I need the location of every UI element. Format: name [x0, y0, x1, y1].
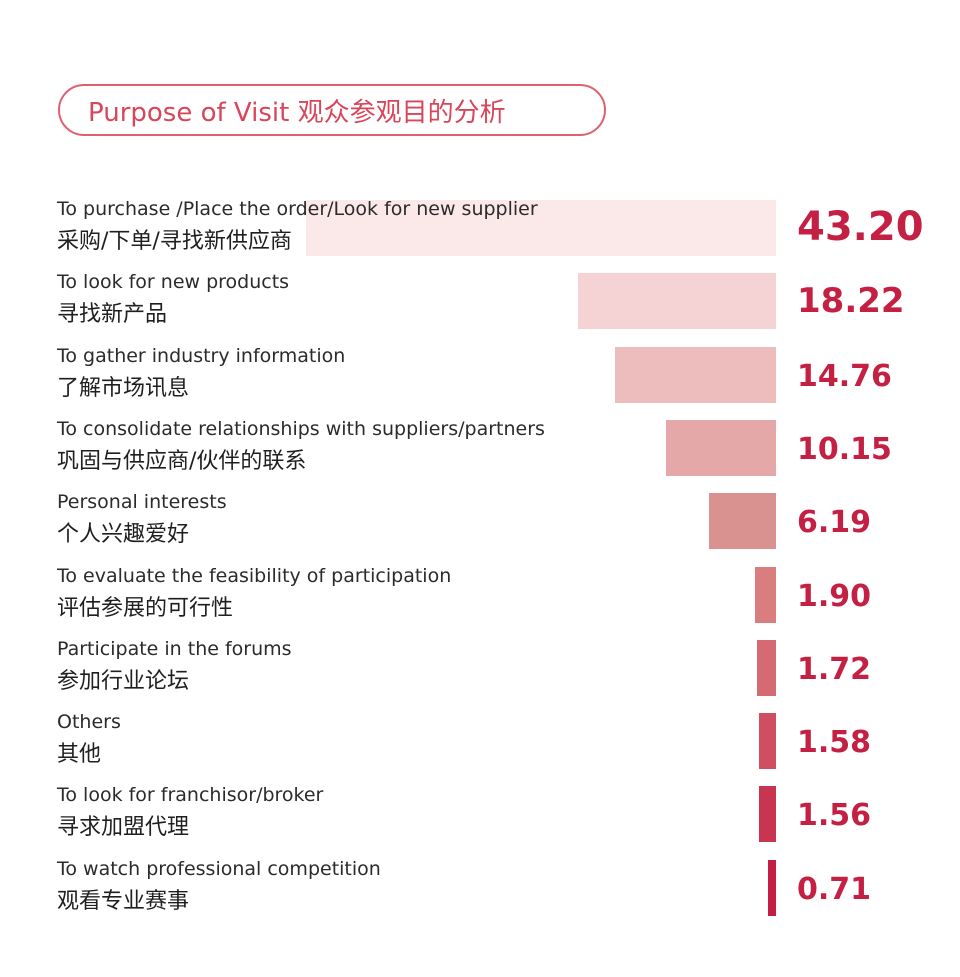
category-label-zh: 参加行业论坛: [57, 668, 190, 694]
category-label-zh: 采购/下单/寻找新供应商: [57, 229, 292, 254]
data-label: 1.58: [797, 725, 872, 761]
category-label-en: To evaluate the feasibility of participa…: [57, 564, 452, 587]
bar-row: To evaluate the feasibility of participa…: [0, 564, 960, 625]
bar: [757, 639, 776, 696]
category-label-en: To look for franchisor/broker: [57, 784, 324, 807]
data-label: 1.90: [797, 578, 872, 614]
category-label-en: Participate in the forums: [57, 637, 292, 660]
category-label-en: To consolidate relationships with suppli…: [57, 417, 545, 440]
bar: [759, 786, 776, 843]
bar: [665, 419, 776, 476]
data-label: 1.72: [797, 651, 872, 687]
bar: [708, 493, 776, 550]
bar-row: To look for franchisor/broker 寻求加盟代理 1.56: [0, 784, 960, 844]
chart-title: Purpose of Visit 观众参观目的分析: [88, 97, 506, 128]
category-label-zh: 寻找新产品: [57, 302, 168, 328]
category-label-zh: 个人兴趣爱好: [57, 522, 190, 548]
category-label-en: To look for new products: [57, 271, 290, 294]
bar-row: To look for new products 寻找新产品 18.22: [0, 271, 960, 331]
category-label-en: To gather industry information: [57, 344, 346, 367]
bar-row: Personal interests 个人兴趣爱好 6.19: [0, 491, 960, 551]
category-label-en: Others: [57, 711, 121, 734]
data-label: 14.76: [797, 358, 892, 394]
category-label-zh: 其他: [57, 742, 102, 768]
bar: [615, 346, 776, 403]
category-label-zh: 观看专业赛事: [57, 888, 190, 914]
category-label-zh: 评估参展的可行性: [57, 595, 234, 621]
bar-row: To gather industry information 了解市场讯息 14.7…: [0, 344, 960, 405]
data-label: 10.15: [797, 431, 892, 467]
bar-row: Participate in the forums 参加行业论坛 1.72: [0, 637, 960, 698]
bar-row: To consolidate relationships with suppli…: [0, 417, 960, 478]
bar-row: To purchase /Place the order/Look for ne…: [0, 198, 960, 258]
bar-row: To watch professional competition 观看专业赛事 0…: [0, 857, 960, 918]
bar-row: Others 其他 1.58: [0, 711, 960, 771]
data-label: 6.19: [797, 505, 872, 541]
bar: [577, 273, 776, 330]
category-label-zh: 了解市场讯息: [57, 375, 190, 401]
bar: [768, 859, 776, 916]
chart-title-pill: Purpose of Visit 观众参观目的分析: [58, 84, 606, 136]
category-label-en: Personal interests: [57, 491, 227, 514]
bar: [755, 566, 776, 623]
bar: [306, 200, 776, 256]
category-label-zh: 巩固与供应商/伙伴的联系: [57, 448, 307, 474]
data-label: 18.22: [797, 281, 905, 322]
category-label-zh: 寻求加盟代理: [57, 815, 190, 841]
data-label: 43.20: [797, 204, 924, 250]
category-label-en: To watch professional competition: [57, 857, 381, 880]
bar: [758, 713, 776, 770]
data-label: 0.71: [797, 871, 872, 907]
data-label: 1.56: [797, 798, 872, 834]
category-label-en: To purchase /Place the order/Look for ne…: [57, 198, 538, 220]
